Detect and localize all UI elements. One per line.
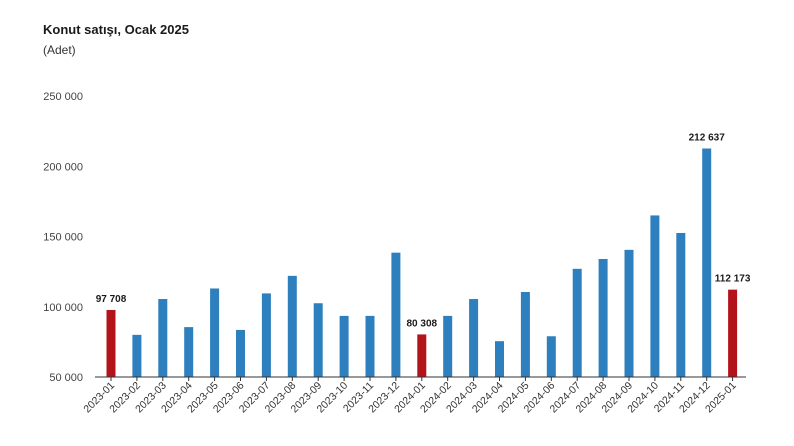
data-label: 97 708 [96,294,127,305]
bar [469,299,479,377]
y-tick-label: 100 000 [43,302,83,314]
y-tick-label: 150 000 [43,232,83,244]
bar [391,252,401,377]
chart-subtitle: (Adet) [43,43,76,57]
bar [210,288,220,377]
bar [572,268,582,377]
bar [676,232,686,377]
bar [650,215,660,377]
data-label: 212 637 [689,132,726,143]
bar [132,334,142,377]
bar [236,329,245,377]
chart-title: Konut satışı, Ocak 2025 [43,22,189,37]
bar [624,249,634,377]
y-tick-label: 200 000 [43,161,83,173]
bar [495,341,504,377]
bar [728,289,738,377]
bar [443,315,453,377]
bar [339,315,349,377]
bar [158,299,168,377]
bar [417,334,427,377]
bar [106,309,116,377]
y-tick-label: 50 000 [49,372,83,384]
bar [365,315,375,377]
bar [287,275,297,377]
bar [598,258,608,377]
bar [184,327,194,377]
bar [702,148,712,377]
bar [546,336,556,377]
bar [520,291,530,377]
y-tick-label: 250 000 [43,91,83,103]
data-label: 80 308 [407,318,438,329]
bar [313,303,323,377]
data-label: 112 173 [715,274,751,285]
bar [261,293,271,377]
